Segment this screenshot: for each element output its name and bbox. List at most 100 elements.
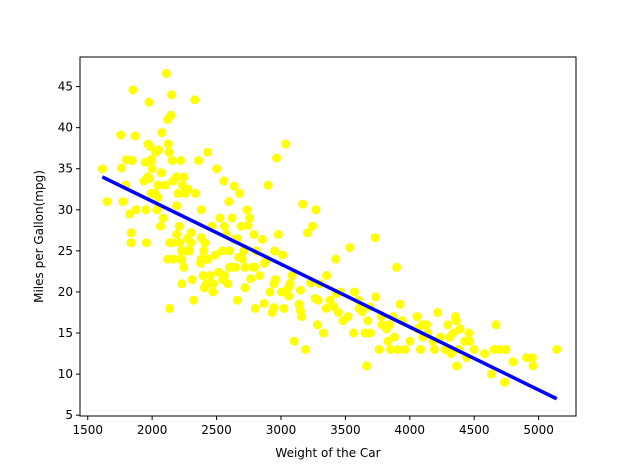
- data-point: [279, 303, 289, 313]
- y-tick-label: 45: [58, 80, 73, 94]
- data-point: [265, 287, 275, 297]
- data-point: [236, 221, 246, 231]
- data-point: [219, 221, 229, 231]
- x-tick-label: 4000: [395, 423, 426, 437]
- data-point: [285, 279, 295, 289]
- data-point: [212, 164, 222, 174]
- data-point: [248, 262, 258, 272]
- data-point: [174, 221, 184, 231]
- data-point: [246, 274, 256, 284]
- data-point: [480, 349, 489, 359]
- y-tick-label: 40: [58, 121, 73, 135]
- data-point: [219, 271, 229, 280]
- data-point: [383, 336, 393, 346]
- data-point: [243, 220, 253, 230]
- data-points: [97, 68, 562, 387]
- data-point: [528, 361, 538, 371]
- data-point: [196, 233, 206, 243]
- data-point: [126, 238, 136, 248]
- data-point: [455, 324, 465, 334]
- data-point: [146, 155, 156, 165]
- data-point: [147, 164, 157, 174]
- data-point: [421, 320, 431, 330]
- data-point: [357, 307, 367, 317]
- data-point: [177, 255, 187, 265]
- data-point: [232, 295, 242, 305]
- data-point: [231, 262, 241, 272]
- data-point: [301, 345, 310, 354]
- data-point: [345, 243, 355, 253]
- data-point: [325, 295, 335, 305]
- data-point: [235, 188, 244, 198]
- data-point: [501, 345, 511, 354]
- data-point: [172, 229, 182, 239]
- data-point: [186, 228, 196, 238]
- y-tick-label: 25: [58, 244, 73, 258]
- data-point: [237, 254, 247, 264]
- x-tick-label: 3000: [266, 423, 297, 437]
- data-point: [176, 156, 185, 165]
- x-tick-label: 1500: [72, 423, 103, 437]
- data-point: [363, 316, 373, 326]
- data-point: [281, 139, 290, 149]
- data-point: [244, 213, 254, 223]
- data-point: [443, 320, 453, 330]
- y-tick-label: 20: [58, 285, 73, 299]
- y-tick-label: 35: [58, 162, 73, 176]
- data-point: [322, 271, 331, 280]
- y-axis-title: Miles per Gallon(mpg): [32, 170, 46, 303]
- data-point: [298, 199, 308, 209]
- data-point: [527, 353, 537, 363]
- data-point: [552, 345, 562, 354]
- x-axis-title: Weight of the Car: [275, 446, 380, 460]
- data-point: [208, 279, 218, 289]
- y-tick-label: 5: [65, 408, 73, 422]
- data-point: [278, 250, 287, 260]
- x-tick-label: 4500: [459, 423, 490, 437]
- data-point: [272, 153, 281, 163]
- data-point: [141, 238, 151, 248]
- data-point: [259, 258, 269, 268]
- data-point: [179, 172, 189, 182]
- data-point: [362, 361, 371, 371]
- data-point: [371, 292, 381, 302]
- data-point: [269, 303, 279, 313]
- data-point: [152, 205, 162, 215]
- data-point: [464, 328, 474, 338]
- plot-frame: [79, 56, 577, 417]
- data-point: [128, 85, 138, 95]
- data-point: [311, 205, 321, 215]
- x-tick-label: 3500: [330, 423, 361, 437]
- data-point: [312, 320, 322, 330]
- data-point: [223, 279, 233, 289]
- data-point: [415, 345, 425, 354]
- data-point: [465, 336, 475, 346]
- data-point: [145, 142, 155, 151]
- data-point: [154, 145, 164, 155]
- data-point: [199, 246, 209, 256]
- data-point: [185, 246, 194, 256]
- data-point: [273, 229, 283, 239]
- regression-line: [101, 175, 558, 401]
- data-point: [153, 180, 163, 190]
- data-point: [393, 345, 403, 354]
- data-point: [224, 246, 234, 256]
- data-point: [349, 287, 359, 297]
- data-point: [451, 316, 461, 326]
- data-point: [333, 308, 343, 317]
- data-point: [205, 271, 215, 280]
- data-point: [405, 336, 415, 346]
- data-point: [240, 262, 250, 272]
- data-point: [125, 209, 135, 219]
- data-point: [395, 299, 405, 309]
- data-point: [433, 308, 442, 317]
- data-point: [227, 213, 237, 223]
- data-point: [97, 164, 107, 174]
- data-point: [167, 238, 177, 248]
- y-axis: 5 10 15 20 25 30 35 40 45: [58, 80, 80, 422]
- data-point: [508, 357, 518, 367]
- data-point: [255, 271, 264, 280]
- y-tick-label: 10: [58, 367, 73, 381]
- data-point: [269, 279, 279, 289]
